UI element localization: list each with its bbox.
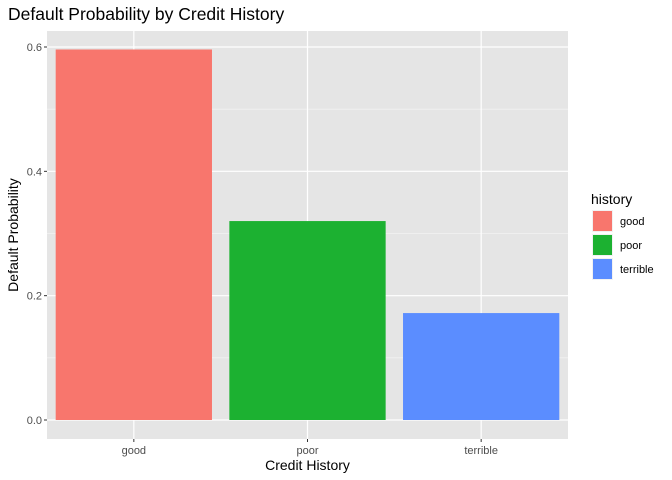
- legend-swatch-terrible: [593, 259, 612, 279]
- chart-title: Default Probability by Credit History: [8, 4, 284, 24]
- x-axis-title: Credit History: [265, 457, 350, 473]
- legend: history good poor terrible: [591, 191, 654, 280]
- bar-terrible: [403, 313, 560, 420]
- y-axis-ticks: 0.0 0.2 0.4 0.6: [27, 42, 47, 427]
- x-tick-label: poor: [296, 445, 318, 457]
- legend-label: terrible: [620, 264, 654, 276]
- x-axis-ticks: good poor terrible: [122, 439, 498, 457]
- x-tick-label: good: [122, 445, 146, 457]
- y-tick-label: 0.2: [27, 291, 42, 303]
- y-axis-title: Default Probability: [5, 178, 21, 292]
- bar-poor: [229, 221, 386, 420]
- bars: [55, 49, 560, 421]
- bar-good: [55, 49, 212, 421]
- y-tick-label: 0.6: [27, 42, 42, 54]
- x-tick-label: terrible: [464, 445, 498, 457]
- legend-label: good: [620, 216, 644, 228]
- legend-title: history: [591, 191, 632, 207]
- y-tick-label: 0.0: [27, 415, 42, 427]
- legend-label: poor: [620, 240, 642, 252]
- legend-swatch-poor: [593, 235, 612, 255]
- y-tick-label: 0.4: [27, 166, 42, 178]
- legend-swatch-good: [593, 211, 612, 231]
